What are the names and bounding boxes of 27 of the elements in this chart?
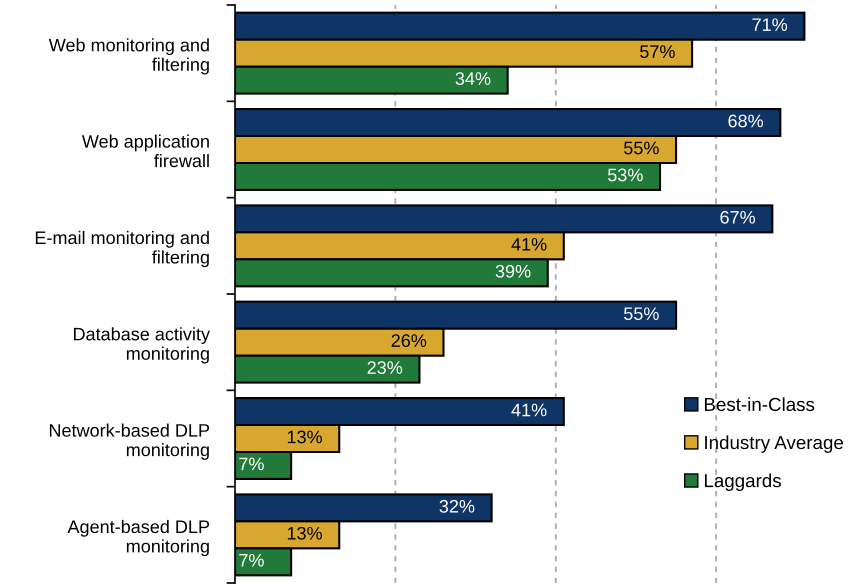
y-tick-label: E-mail monitoring and filtering	[36, 230, 209, 268]
data-label: 32%	[440, 500, 474, 513]
data-label: 7%	[239, 554, 264, 567]
y-tick-label: Network-based DLP monitoring	[50, 424, 210, 460]
data-label: 55%	[624, 307, 659, 320]
data-label: 41%	[511, 404, 547, 416]
data-label: 57%	[640, 45, 675, 58]
data-label: 41%	[511, 238, 547, 251]
data-label: 55%	[624, 142, 659, 154]
data-label: 34%	[456, 72, 490, 85]
data-label: 68%	[728, 114, 764, 128]
data-label: 13%	[288, 526, 322, 540]
data-label: 26%	[392, 334, 426, 348]
legend-label: Laggards	[704, 474, 781, 491]
data-label: 53%	[608, 168, 643, 182]
data-label: 23%	[368, 361, 402, 374]
data-label: 7%	[239, 458, 264, 470]
data-label: 39%	[496, 264, 530, 278]
data-label: 71%	[752, 18, 788, 31]
y-tick-label: Web application firewall	[82, 134, 209, 168]
data-label: 13%	[288, 430, 322, 444]
data-label: 67%	[720, 210, 756, 224]
legend-label: Best-in-Class	[704, 397, 814, 412]
y-tick-label: Agent-based DLP monitoring	[68, 520, 210, 556]
y-tick-label: Database activity monitoring	[74, 327, 210, 364]
y-tick-label: Web monitoring and filtering	[48, 38, 209, 74]
legend-label: Industry Average	[705, 435, 843, 453]
